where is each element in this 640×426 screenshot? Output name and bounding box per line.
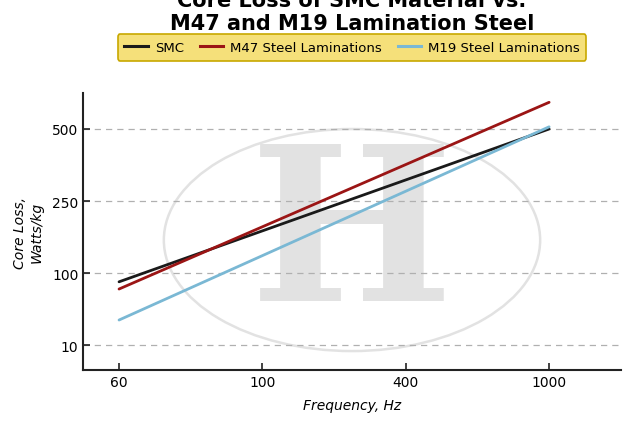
- Title: Core Loss of SMC Material vs.
M47 and M19 Lamination Steel: Core Loss of SMC Material vs. M47 and M1…: [170, 0, 534, 34]
- Text: H: H: [250, 136, 454, 345]
- Y-axis label: Core Loss,
Watts/kg: Core Loss, Watts/kg: [13, 196, 44, 268]
- Legend: SMC, M47 Steel Laminations, M19 Steel Laminations: SMC, M47 Steel Laminations, M19 Steel La…: [118, 35, 586, 61]
- X-axis label: Frequency, Hz: Frequency, Hz: [303, 398, 401, 412]
